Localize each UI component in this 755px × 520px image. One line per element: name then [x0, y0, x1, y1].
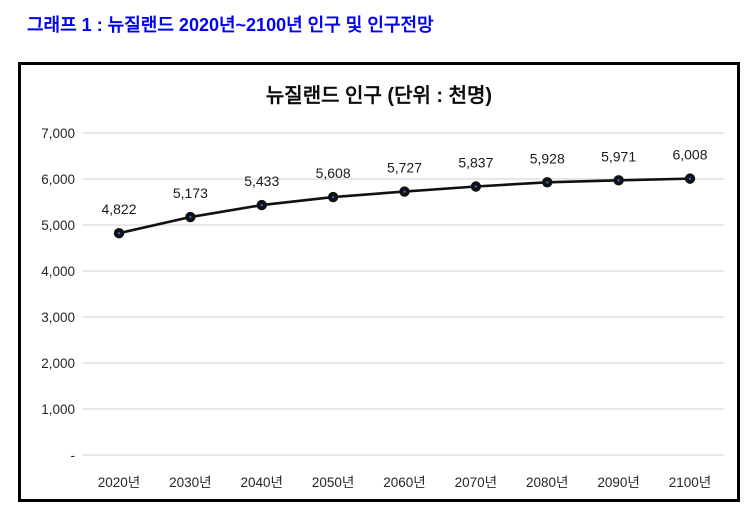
- y-axis-tick-label: 4,000: [41, 264, 75, 279]
- y-axis-tick-label: 2,000: [41, 356, 75, 371]
- x-axis-tick-label: 2060년: [383, 475, 425, 490]
- y-axis-tick-label: 6,000: [41, 172, 75, 187]
- y-axis-tick-label: 1,000: [41, 402, 75, 417]
- chart-frame[interactable]: 뉴질랜드 인구 (단위 : 천명) - 1,000 2,000 3,000 4,000 5…: [18, 62, 740, 502]
- figure-caption: 그래프 1 : 뉴질랜드 2020년~2100년 인구 및 인구전망: [27, 15, 434, 35]
- line-chart: - 1,000 2,000 3,000 4,000 5,000 6,000 7,000 2020…: [41, 126, 724, 490]
- data-point-marker-center: [189, 215, 192, 219]
- data-point-marker-center: [474, 185, 478, 188]
- y-axis-tick-label: 3,000: [41, 310, 75, 325]
- chart-title: 뉴질랜드 인구 (단위 : 천명): [265, 85, 493, 107]
- data-point-label: 6,008: [672, 147, 707, 163]
- data-point-marker-center: [260, 203, 264, 207]
- x-axis-tick-label: 2040년: [241, 475, 283, 490]
- data-point-label: 4,822: [101, 201, 136, 217]
- x-axis-tick-label: 2050년: [312, 475, 354, 490]
- data-point-label: 5,837: [458, 154, 493, 170]
- data-point-marker-center: [688, 177, 692, 180]
- data-point-label: 5,971: [601, 148, 636, 164]
- y-axis-tick-label: 5,000: [41, 218, 75, 233]
- x-axis-tick-label: 2090년: [597, 475, 639, 490]
- x-axis-tick-label: 2070년: [455, 475, 497, 490]
- data-point-label: 5,727: [387, 160, 422, 176]
- data-point-marker-center: [403, 190, 406, 193]
- data-point-label: 5,173: [173, 185, 208, 201]
- data-point-label: 5,928: [530, 150, 565, 166]
- x-axis-tick-label: 2100년: [669, 475, 711, 490]
- data-point-label: 5,433: [244, 173, 279, 189]
- data-point-marker-center: [617, 179, 620, 182]
- x-axis-tick-label: 2080년: [526, 475, 568, 490]
- data-point-marker-center: [545, 181, 549, 184]
- data-point-label: 5,608: [316, 165, 351, 181]
- y-axis-tick-label: 7,000: [41, 126, 75, 141]
- x-axis-tick-label: 2020년: [98, 475, 140, 490]
- x-axis-tick-label: 2030년: [169, 475, 211, 490]
- data-point-marker-center: [117, 231, 121, 235]
- y-axis-tick-label: -: [71, 448, 76, 463]
- data-point-marker-center: [331, 195, 335, 199]
